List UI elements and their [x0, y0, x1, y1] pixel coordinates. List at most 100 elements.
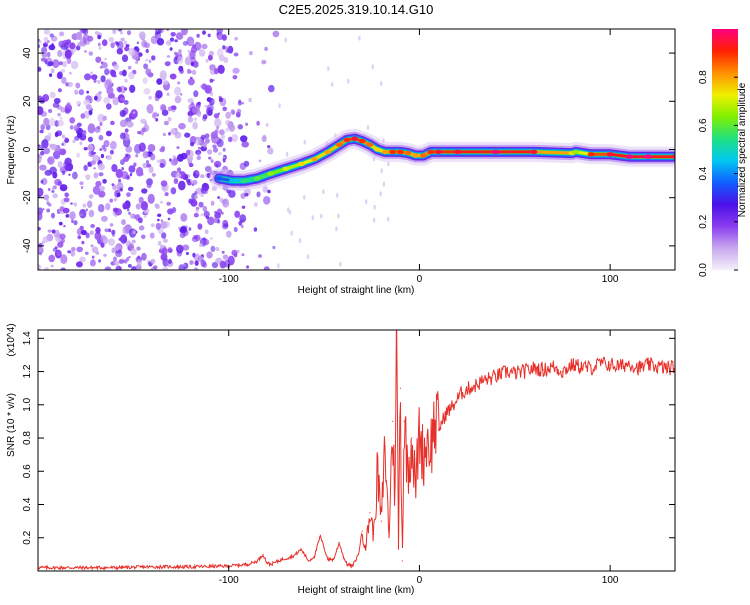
spectrogram-noise-dot: [145, 58, 149, 62]
spectrogram-noise-dot: [246, 265, 250, 269]
snr-point: [580, 366, 583, 368]
spectrogram-noise-dot: [57, 71, 63, 80]
spectrogram-noise-dot: [48, 254, 55, 263]
spectrogram-noise-dot: [64, 157, 72, 166]
spectrogram-noise-dot: [160, 201, 163, 204]
spectrogram-noise-dot: [103, 140, 110, 148]
spectrogram-noise-dot: [107, 239, 111, 243]
spectrogram-noise-dot: [192, 121, 198, 130]
spectrogram-y-ticks: -40 -20 0 20 40: [22, 47, 675, 253]
spectrogram-noise-dot: [240, 192, 246, 199]
spectrogram-noise-dot: [80, 113, 86, 119]
spectrogram-noise-dot: [148, 166, 154, 174]
spectrogram-noise-dot: [59, 116, 63, 120]
spectrogram-noise-dot: [133, 162, 137, 167]
spectrogram-noise-dot: [95, 227, 101, 234]
spectrogram-noise-dot: [194, 117, 197, 121]
spectrogram-noise-dot: [143, 63, 149, 70]
spectrogram-noise-dot: [358, 35, 361, 41]
spectrogram-noise-dot: [166, 92, 170, 96]
snr-point: [619, 366, 621, 368]
spectrogram-ridge-node: [297, 161, 305, 167]
spectrogram-noise-dot: [184, 56, 192, 66]
spectrogram-noise-dot: [120, 31, 123, 35]
spectrogram-noise-dot: [40, 124, 45, 131]
snr-point: [346, 563, 348, 566]
spectrogram-noise-dot: [151, 55, 156, 61]
spectrogram-noise-dot: [113, 64, 120, 71]
spectrogram-noise-dot: [98, 46, 102, 50]
spectrogram-noise-dot: [263, 266, 270, 270]
spectrogram-noise-dot: [187, 78, 195, 86]
spectrogram-noise-dot: [56, 250, 62, 257]
spectrogram-noise-dot: [261, 59, 267, 65]
spectrogram-noise-dot: [136, 41, 140, 45]
spectrogram-noise-dot: [120, 97, 125, 102]
spectrogram-noise-dot: [216, 48, 224, 58]
snr-point: [361, 530, 363, 532]
spectrogram-noise-dot: [197, 223, 203, 230]
spectrogram-noise-dot: [335, 226, 338, 232]
spectrogram-noise-dot: [85, 174, 91, 181]
spectrogram-noise-dot: [89, 71, 94, 75]
spectrogram-noise-dot: [64, 49, 72, 59]
spectrogram-ridge-node: [606, 152, 614, 157]
spectrogram-noise-dot: [232, 67, 240, 74]
spectrogram-noise-dot: [168, 132, 171, 136]
spectrogram-noise-dot: [79, 225, 84, 231]
spectrogram-noise-dot: [170, 105, 177, 111]
spectrogram-noise-dot: [256, 191, 261, 198]
spectrogram-noise-dot: [189, 40, 194, 45]
spectrogram-noise-dot: [120, 234, 128, 244]
colorbar-tick-label: 0.6: [698, 118, 709, 132]
spectrogram-noise-dot: [60, 69, 66, 73]
spectrogram-noise-dot: [143, 124, 150, 132]
snr-point: [397, 545, 400, 547]
spectrogram-noise-dot: [88, 209, 95, 218]
spectrogram-noise-dot: [202, 205, 208, 212]
spectrogram-noise-dot: [49, 33, 54, 38]
snr-point: [491, 377, 493, 379]
spectrogram-noise-dot: [50, 68, 55, 74]
spectrogram-noise-dot: [146, 163, 152, 168]
spectrogram-noise-dot: [48, 44, 56, 51]
spectrogram-noise-dot: [176, 56, 184, 64]
spectrogram-noise-dot: [99, 65, 103, 69]
spectrogram-noise-dot: [108, 36, 115, 43]
spectrogram-ridge-node: [343, 137, 351, 143]
spectrogram-noise-dot: [122, 69, 127, 77]
spectrogram-noise-dot: [43, 29, 51, 35]
snr-point: [418, 429, 420, 431]
spectrogram-noise-dot: [175, 173, 181, 179]
spectrogram-noise-dot: [179, 226, 187, 234]
spectrogram-noise-dot: [177, 81, 181, 85]
snr-x-tick-label: -100: [219, 575, 239, 586]
spectrogram-noise-dot: [178, 226, 181, 230]
colorbar: 0.0 0.2 0.4 0.6 0.8 Normalized spectral ampl…: [698, 29, 748, 277]
spectrogram-noise-dot: [207, 33, 211, 38]
spectrogram-noise-dot: [61, 170, 66, 176]
spectrogram-noise-dot: [204, 229, 209, 234]
spectrogram-noise-dot: [125, 145, 133, 153]
spectrogram-noise-speckles: [38, 29, 390, 270]
spectrogram-noise-dot: [311, 215, 314, 221]
snr-point: [399, 387, 401, 389]
spectrogram-noise-dot: [217, 64, 225, 74]
colorbar-tick-label: 0.8: [698, 70, 709, 84]
snr-point: [369, 512, 371, 514]
spectrogram-noise-dot: [91, 255, 95, 259]
spectrogram-noise-dot: [49, 73, 53, 77]
spectrogram-noise-dot: [117, 29, 123, 32]
spectrogram-ridge-node: [351, 136, 359, 141]
spectrogram-noise-dot: [264, 46, 268, 52]
spectrogram-noise-dot: [226, 230, 232, 238]
snr-point: [388, 537, 390, 539]
spectrogram-noise-dot: [102, 178, 107, 184]
snr-plot-area: [38, 330, 675, 571]
spectrogram-ridge-node: [267, 171, 275, 176]
spectrogram-noise-dot: [214, 211, 218, 214]
spectrogram-noise-dot: [373, 204, 376, 210]
spectrogram-noise-dot: [110, 42, 115, 49]
spectrogram-ridge-node: [311, 156, 318, 162]
